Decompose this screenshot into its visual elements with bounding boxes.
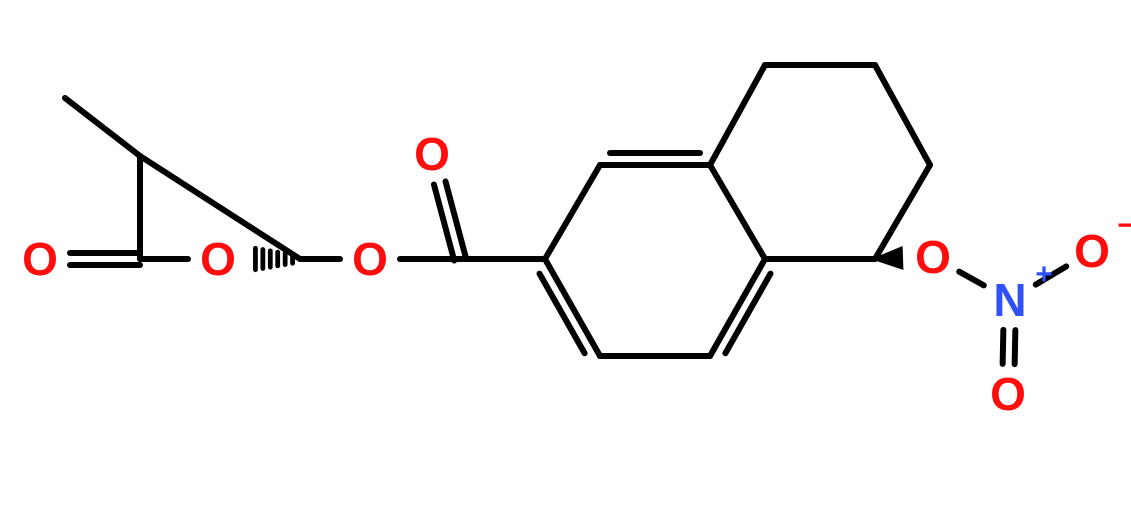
atom-label-O4: O [414,128,450,180]
atom-label-O7: O [990,368,1026,420]
atom-label-O5: O [915,231,951,283]
atom-label-O2: O [200,233,236,285]
atom-label-O3: O [352,233,388,285]
atom-label-N1: N [993,274,1026,326]
svg-text:+: + [1035,258,1053,291]
atom-label-O1: O [22,233,58,285]
atom-label-O6: O [1074,225,1110,277]
svg-text:−: − [1117,209,1131,242]
molecule-diagram: OOOOON+O−O [0,0,1131,514]
molecule-svg: OOOOON+O−O [0,0,1131,514]
